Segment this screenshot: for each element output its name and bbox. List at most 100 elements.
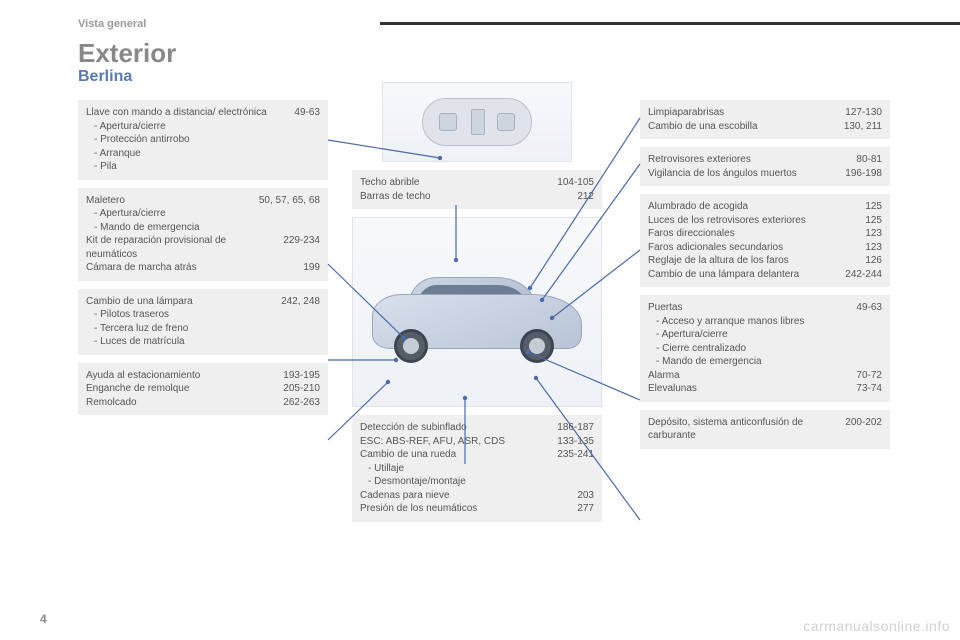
index-row: Depósito, sistema anticonfusión de carbu… <box>648 416 882 443</box>
bullet-list: Pilotos traserosTercera luz de frenoLuce… <box>86 308 320 349</box>
bullet-item: Arranque <box>94 147 320 161</box>
index-row: Limpiaparabrisas 127-130 <box>648 106 882 120</box>
index-row: Elevalunas 73-74 <box>648 382 882 396</box>
index-pages: 229-234 <box>277 234 320 261</box>
index-pages: 262-263 <box>277 396 320 410</box>
index-label: Techo abrible <box>360 176 551 190</box>
bullet-item: Luces de matrícula <box>94 335 320 349</box>
index-label: Reglaje de la altura de los faros <box>648 254 859 268</box>
bullet-item: Mando de emergencia <box>94 221 320 235</box>
index-row: Techo abrible 104-105 <box>360 176 594 190</box>
index-pages: 199 <box>297 261 320 275</box>
index-row: Cambio de una lámpara 242, 248 <box>86 295 320 309</box>
index-label: Cambio de una lámpara <box>86 295 275 309</box>
index-pages: 123 <box>859 241 882 255</box>
page-subtitle: Berlina <box>78 68 132 86</box>
bullet-item: Protección antirrobo <box>94 133 320 147</box>
page-title: Exterior <box>78 38 176 69</box>
index-row: Remolcado 262-263 <box>86 396 320 410</box>
index-pages: 212 <box>571 190 594 204</box>
index-row: Maletero 50, 57, 65, 68 <box>86 194 320 208</box>
section-label: Vista general <box>78 18 146 30</box>
index-label: Remolcado <box>86 396 277 410</box>
index-label: Vigilancia de los ángulos muertos <box>648 167 839 181</box>
index-pages: 133-135 <box>551 435 594 449</box>
index-pages: 242-244 <box>839 268 882 282</box>
index-label: Kit de reparación provisional de neumáti… <box>86 234 277 261</box>
index-label: Puertas <box>648 301 850 315</box>
index-label: Luces de los retrovisores exteriores <box>648 214 859 228</box>
index-row: Reglaje de la altura de los faros 126 <box>648 254 882 268</box>
index-pages: 127-130 <box>839 106 882 120</box>
bullet-item: Tercera luz de freno <box>94 322 320 336</box>
box-key: Llave con mando a distancia/ electrónica… <box>78 100 328 180</box>
index-label: Detección de subinflado <box>360 421 551 435</box>
bullet-item: Pila <box>94 160 320 174</box>
index-label: ESC: ABS-REF, AFU, ASR, CDS <box>360 435 551 449</box>
index-label: Cadenas para nieve <box>360 489 571 503</box>
index-pages: 205-210 <box>277 382 320 396</box>
box-lights: Alumbrado de acogida 125 Luces de los re… <box>640 194 890 287</box>
index-pages: 49-63 <box>850 301 882 315</box>
right-column: Limpiaparabrisas 127-130 Cambio de una e… <box>640 100 890 457</box>
index-row: Detección de subinflado 186-187 <box>360 421 594 435</box>
bullet-list: Acceso y arranque manos libresApertura/c… <box>648 315 882 369</box>
index-label: Alarma <box>648 369 850 383</box>
index-label: Elevalunas <box>648 382 850 396</box>
index-pages: 70-72 <box>850 369 882 383</box>
index-label: Cámara de marcha atrás <box>86 261 297 275</box>
bullet-list: UtillajeDesmontaje/montaje <box>360 462 594 489</box>
box-doors: Puertas 49-63 Acceso y arranque manos li… <box>640 295 890 402</box>
index-pages: 125 <box>859 214 882 228</box>
bullet-item: Utillaje <box>368 462 594 476</box>
index-row: Faros direccionales 123 <box>648 227 882 241</box>
index-label: Alumbrado de acogida <box>648 200 859 214</box>
index-pages: 130, 211 <box>838 120 882 134</box>
index-row: Alarma 70-72 <box>648 369 882 383</box>
watermark: carmanualsonline.info <box>803 618 950 634</box>
index-row: Barras de techo 212 <box>360 190 594 204</box>
box-roof: Techo abrible 104-105 Barras de techo 21… <box>352 170 602 209</box>
index-row: Presión de los neumáticos 277 <box>360 502 594 516</box>
index-row: Cambio de una lámpara delantera 242-244 <box>648 268 882 282</box>
index-pages: 49-63 <box>288 106 320 120</box>
index-label: Maletero <box>86 194 253 208</box>
index-pages: 126 <box>859 254 882 268</box>
box-lamp: Cambio de una lámpara 242, 248 Pilotos t… <box>78 289 328 355</box>
index-row: Llave con mando a distancia/ electrónica… <box>86 106 320 120</box>
index-pages: 186-187 <box>551 421 594 435</box>
index-label: Retrovisores exteriores <box>648 153 850 167</box>
index-row: Retrovisores exteriores 80-81 <box>648 153 882 167</box>
page-number: 4 <box>40 612 47 626</box>
bullet-list: Apertura/cierreMando de emergencia <box>86 207 320 234</box>
bullet-item: Apertura/cierre <box>656 328 882 342</box>
index-pages: 242, 248 <box>275 295 320 309</box>
car-illustration <box>352 217 602 407</box>
index-pages: 193-195 <box>277 369 320 383</box>
index-label: Depósito, sistema anticonfusión de carbu… <box>648 416 839 443</box>
index-row: Enganche de remolque 205-210 <box>86 382 320 396</box>
index-pages: 277 <box>571 502 594 516</box>
index-label: Llave con mando a distancia/ electrónica <box>86 106 288 120</box>
index-row: Puertas 49-63 <box>648 301 882 315</box>
index-label: Enganche de remolque <box>86 382 277 396</box>
box-boot: Maletero 50, 57, 65, 68 Apertura/cierreM… <box>78 188 328 281</box>
index-row: ESC: ABS-REF, AFU, ASR, CDS 133-135 <box>360 435 594 449</box>
index-pages: 80-81 <box>850 153 882 167</box>
index-row: Vigilancia de los ángulos muertos 196-19… <box>648 167 882 181</box>
index-pages: 196-198 <box>839 167 882 181</box>
index-pages: 235-241 <box>551 448 594 462</box>
box-parking: Ayuda al estacionamiento 193-195 Enganch… <box>78 363 328 416</box>
index-label: Faros direccionales <box>648 227 859 241</box>
index-label: Faros adicionales secundarios <box>648 241 859 255</box>
bullet-item: Desmontaje/montaje <box>368 475 594 489</box>
box-mirrors: Retrovisores exteriores 80-81 Vigilancia… <box>640 147 890 186</box>
index-label: Cambio de una escobilla <box>648 120 838 134</box>
bullet-item: Mando de emergencia <box>656 355 882 369</box>
index-row: Cambio de una rueda 235-241 <box>360 448 594 462</box>
index-label: Ayuda al estacionamiento <box>86 369 277 383</box>
box-wipers: Limpiaparabrisas 127-130 Cambio de una e… <box>640 100 890 139</box>
left-column: Llave con mando a distancia/ electrónica… <box>78 100 328 423</box>
index-pages: 125 <box>859 200 882 214</box>
index-row: Kit de reparación provisional de neumáti… <box>86 234 320 261</box>
